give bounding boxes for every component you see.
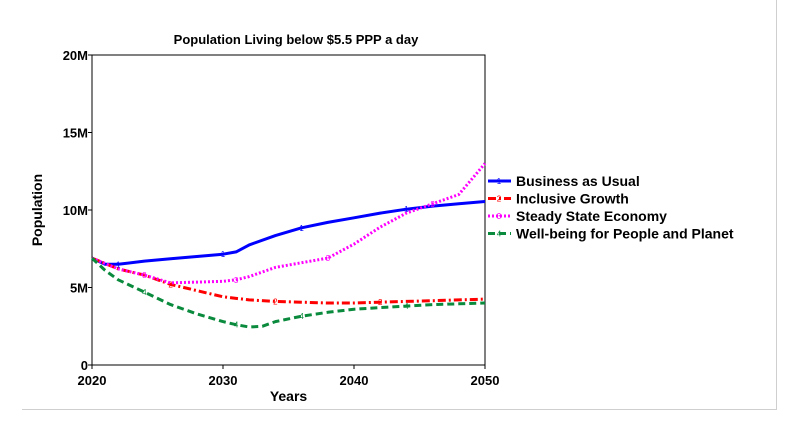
legend-entry: Inclusive Growth bbox=[516, 191, 629, 207]
y-tick-label: 15M bbox=[63, 126, 88, 141]
legend-marker: 3 bbox=[497, 212, 502, 221]
series-marker: 4 bbox=[299, 312, 304, 321]
legend: 1 Business as Usual 2 Inclusive Growth 3 Stea… bbox=[488, 173, 734, 242]
series-marker: 4 bbox=[234, 321, 239, 330]
series-marker: 4 bbox=[142, 288, 147, 297]
series-marker: 1 bbox=[299, 224, 304, 233]
y-tick-label: 10M bbox=[63, 203, 88, 218]
series-marker: 1 bbox=[221, 250, 226, 259]
series-marker: 2 bbox=[378, 298, 383, 307]
x-axis: 2020 2030 2040 2050 bbox=[78, 365, 500, 388]
chart-frame bbox=[22, 0, 777, 410]
series-marker: 2 bbox=[168, 280, 173, 289]
series-lines: 1 1 1 1 2 2 2 3 3 3 3 4 4 4 4 bbox=[90, 162, 487, 330]
legend-entry: Well-being for People and Planet bbox=[516, 226, 734, 242]
series-line bbox=[91, 162, 487, 285]
x-axis-label: Years bbox=[270, 388, 308, 404]
x-tick-label: 2040 bbox=[340, 373, 369, 388]
y-tick-label: 0 bbox=[81, 358, 88, 373]
y-tick-label: 5M bbox=[70, 281, 88, 296]
series-marker: 3 bbox=[142, 271, 147, 280]
legend-marker: 4 bbox=[497, 230, 502, 239]
y-tick-label: 20M bbox=[63, 48, 88, 63]
series-marker: 2 bbox=[273, 297, 278, 306]
series-line bbox=[91, 200, 486, 266]
series-marker: 1 bbox=[404, 205, 409, 214]
legend-entry: Business as Usual bbox=[516, 173, 640, 189]
series-marker: 1 bbox=[116, 260, 121, 269]
series-marker: 3 bbox=[430, 200, 435, 209]
series-marker: 3 bbox=[234, 276, 239, 285]
series-marker: 4 bbox=[404, 302, 409, 311]
legend-entry: Steady State Economy bbox=[516, 208, 667, 224]
x-tick-label: 2020 bbox=[78, 373, 107, 388]
x-tick-label: 2030 bbox=[209, 373, 238, 388]
series-marker: 3 bbox=[326, 254, 331, 263]
series-line bbox=[90, 257, 486, 329]
y-axis-label: Population bbox=[29, 174, 45, 246]
chart-title: Population Living below $5.5 PPP a day bbox=[174, 32, 419, 47]
legend-marker: 1 bbox=[497, 177, 502, 186]
legend-marker: 2 bbox=[497, 195, 502, 204]
y-axis: 0 5M 10M 15M 20M bbox=[63, 48, 92, 373]
x-tick-label: 2050 bbox=[471, 373, 500, 388]
